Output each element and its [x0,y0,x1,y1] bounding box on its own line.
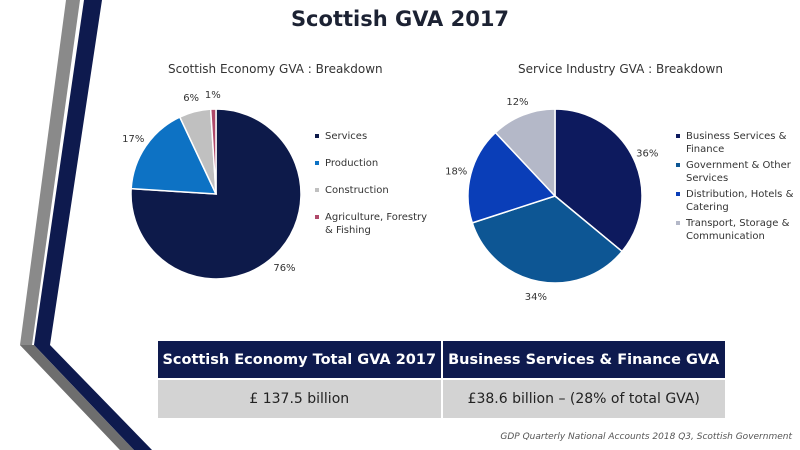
service-slice-1 [471,195,624,284]
economy-legend-swatch-1 [315,161,319,165]
economy-legend-swatch-3 [315,215,319,219]
source-note: GDP Quarterly National Accounts 2018 Q3,… [500,432,792,442]
service-legend-item-1: Government & Other Services [676,159,794,185]
service-legend-label-3: Transport, Storage & Communication [686,218,790,242]
economy-legend-label-1: Production [325,158,379,169]
economy-slice-label-0: 76% [273,263,295,274]
service-slice-label-1: 34% [525,292,547,303]
header-business-gva: Business Services & Finance GVA [440,341,725,379]
economy-slice-label-2: 6% [183,93,199,104]
economy-legend-label-2: Construction [325,185,389,196]
service-slice-label-2: 18% [445,167,467,178]
service-legend-label-2: Distribution, Hotels & Catering [686,189,794,213]
value-business-gva: £38.6 billion – (28% of total GVA) [440,378,725,418]
economy-slice-0 [130,108,302,280]
service-slice-2 [467,131,557,224]
service-legend-swatch-3 [676,221,680,225]
slide-title: Scottish GVA 2017 [290,7,510,31]
summary-header-row: Scottish Economy Total GVA 2017 Business… [158,341,725,379]
service-legend-item-0: Business Services & Finance [676,130,794,156]
summary-value-row: £ 137.5 billion £38.6 billion – (28% of … [158,378,725,418]
economy-legend-item-2: Construction [315,184,435,197]
economy-legend-label-0: Services [325,131,368,142]
chart-title-service: Service Industry GVA : Breakdown [518,62,723,76]
service-legend-swatch-0 [676,134,680,138]
economy-legend-item-1: Production [315,157,435,170]
service-legend-label-0: Business Services & Finance [686,131,787,155]
service-slice-3 [494,108,556,198]
pie-chart-service: 36% 34% 18% 12% [445,97,658,303]
service-legend-swatch-2 [676,192,680,196]
economy-legend-swatch-2 [315,188,319,192]
economy-slice-label-3: 1% [205,90,221,101]
service-legend-swatch-1 [676,163,680,167]
economy-legend-item-3: Agriculture, Forestry & Fishing [315,211,435,237]
economy-legend-item-0: Services [315,130,435,143]
legend-service: Business Services & Finance Government & … [676,130,794,246]
economy-slice-label-1: 17% [122,134,144,145]
economy-slice-1 [130,116,218,195]
summary-table: Scottish Economy Total GVA 2017 Business… [158,341,725,418]
service-slice-label-0: 36% [636,149,658,160]
service-legend-item-3: Transport, Storage & Communication [676,217,794,243]
economy-slice-3 [209,108,217,195]
service-legend-item-2: Distribution, Hotels & Catering [676,188,794,214]
value-total-gva: £ 137.5 billion [158,378,442,418]
chart-title-economy: Scottish Economy GVA : Breakdown [168,62,383,76]
legend-economy: Services Production Construction Agricultur… [315,130,435,251]
pie-chart-economy: 76% 17% 6% 1% [122,90,302,280]
service-legend-label-1: Government & Other Services [686,160,791,184]
economy-legend-swatch-0 [315,134,319,138]
economy-legend-label-3: Agriculture, Forestry & Fishing [325,212,428,236]
header-total-gva: Scottish Economy Total GVA 2017 [158,341,442,379]
service-slice-label-3: 12% [506,97,528,108]
service-slice-0 [554,108,643,253]
